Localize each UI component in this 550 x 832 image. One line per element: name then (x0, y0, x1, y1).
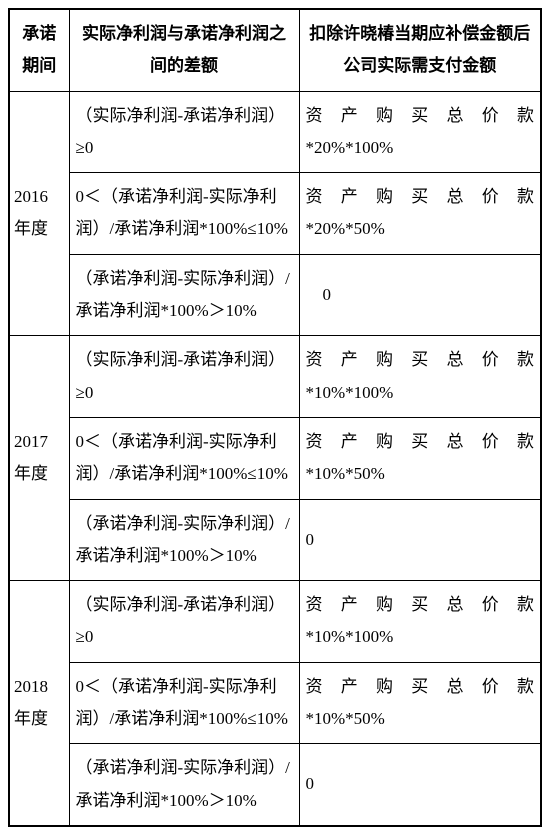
pay-line: 资产购买总价款 (306, 181, 535, 213)
pay-cell: 0 (299, 254, 541, 336)
pay-line: *10%*50% (306, 458, 535, 490)
pay-line: 资产购买总价款 (306, 344, 535, 376)
pay-line: 资产购买总价款 (306, 100, 535, 132)
pay-line: 资产购买总价款 (306, 589, 535, 621)
pay-line: *20%*100% (306, 132, 535, 164)
pay-line: *10%*50% (306, 703, 535, 735)
pay-line: *10%*100% (306, 621, 535, 653)
pay-cell: 资产购买总价款 *10%*50% (299, 417, 541, 499)
header-pay: 扣除许晓椿当期应补偿金额后公司实际需支付金额 (299, 9, 541, 91)
table-row: 2017年度 （实际净利润-承诺净利润）≥0 资产购买总价款 *10%*100% (9, 336, 541, 418)
diff-cell: （实际净利润-承诺净利润）≥0 (69, 336, 299, 418)
pay-cell: 0 (299, 744, 541, 826)
table-row: 2016年度 （实际净利润-承诺净利润）≥0 资产购买总价款 *20%*100% (9, 91, 541, 173)
period-2016: 2016年度 (9, 91, 69, 336)
diff-cell: 0＜（承诺净利润-实际净利润）/承诺净利润*100%≤10% (69, 662, 299, 744)
table-row: 0＜（承诺净利润-实际净利润）/承诺净利润*100%≤10% 资产购买总价款 *… (9, 417, 541, 499)
pay-line: *10%*100% (306, 377, 535, 409)
table-row: （承诺净利润-实际净利润）/承诺净利润*100%＞10% 0 (9, 254, 541, 336)
pay-line: 资产购买总价款 (306, 671, 535, 703)
pay-cell: 0 (299, 499, 541, 581)
diff-cell: （承诺净利润-实际净利润）/承诺净利润*100%＞10% (69, 254, 299, 336)
pay-line: 资产购买总价款 (306, 426, 535, 458)
pay-line: *20%*50% (306, 213, 535, 245)
table-row: 2018年度 （实际净利润-承诺净利润）≥0 资产购买总价款 *10%*100% (9, 581, 541, 663)
pay-cell: 资产购买总价款 *10%*50% (299, 662, 541, 744)
diff-cell: 0＜（承诺净利润-实际净利润）/承诺净利润*100%≤10% (69, 417, 299, 499)
period-2018: 2018年度 (9, 581, 69, 826)
diff-cell: （承诺净利润-实际净利润）/承诺净利润*100%＞10% (69, 499, 299, 581)
diff-cell: （实际净利润-承诺净利润）≥0 (69, 581, 299, 663)
table-row: （承诺净利润-实际净利润）/承诺净利润*100%＞10% 0 (9, 499, 541, 581)
diff-cell: （实际净利润-承诺净利润）≥0 (69, 91, 299, 173)
pay-cell: 资产购买总价款 *10%*100% (299, 581, 541, 663)
table-row: 0＜（承诺净利润-实际净利润）/承诺净利润*100%≤10% 资产购买总价款 *… (9, 662, 541, 744)
profit-commitment-table: 承诺期间 实际净利润与承诺净利润之间的差额 扣除许晓椿当期应补偿金额后公司实际需… (8, 8, 542, 827)
pay-cell: 资产购买总价款 *10%*100% (299, 336, 541, 418)
header-period: 承诺期间 (9, 9, 69, 91)
diff-cell: 0＜（承诺净利润-实际净利润）/承诺净利润*100%≤10% (69, 173, 299, 255)
pay-cell: 资产购买总价款 *20%*100% (299, 91, 541, 173)
table-header-row: 承诺期间 实际净利润与承诺净利润之间的差额 扣除许晓椿当期应补偿金额后公司实际需… (9, 9, 541, 91)
table-row: （承诺净利润-实际净利润）/承诺净利润*100%＞10% 0 (9, 744, 541, 826)
table-row: 0＜（承诺净利润-实际净利润）/承诺净利润*100%≤10% 资产购买总价款 *… (9, 173, 541, 255)
header-diff: 实际净利润与承诺净利润之间的差额 (69, 9, 299, 91)
pay-cell: 资产购买总价款 *20%*50% (299, 173, 541, 255)
period-2017: 2017年度 (9, 336, 69, 581)
diff-cell: （承诺净利润-实际净利润）/承诺净利润*100%＞10% (69, 744, 299, 826)
